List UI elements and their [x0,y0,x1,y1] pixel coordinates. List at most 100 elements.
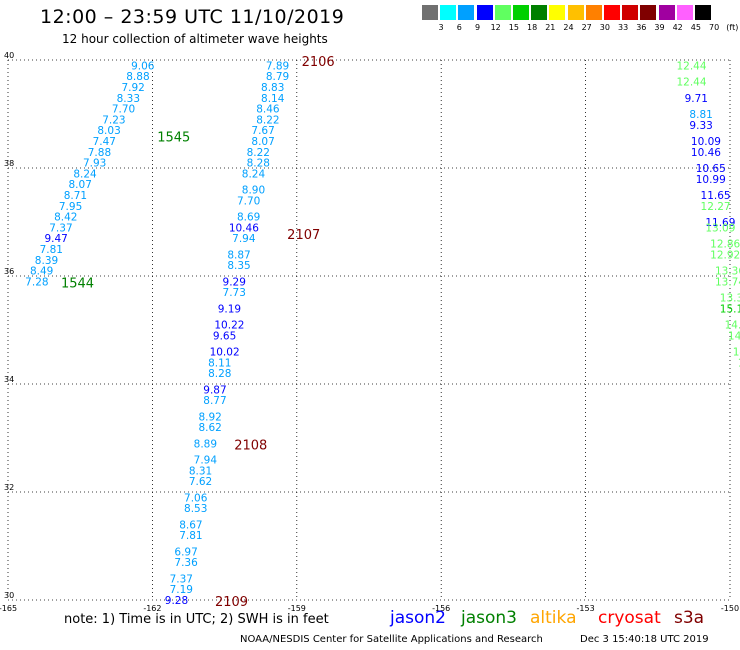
wave-height-value: 10.22 [214,320,244,332]
wave-height-value: 8.39 [35,255,58,267]
scale-label: (ft) [726,23,739,32]
wave-height-value: 7.70 [237,195,260,207]
scale-swatch [440,5,457,20]
lat-tick-label: 34 [4,375,14,384]
wave-height-value: 9.65 [213,330,236,342]
wave-height-value: 14 [738,357,740,369]
map-subtitle: 12 hour collection of altimeter wave hei… [62,32,328,46]
wave-height-value: 11.65 [701,190,731,202]
lat-tick-label: 38 [4,159,14,168]
scale-label: 39 [654,23,665,32]
wave-height-value: 9.29 [223,276,246,288]
scale-swatch [567,5,584,20]
scale-swatch [695,5,711,20]
wave-height-value: 8.89 [194,438,217,450]
wave-height-value: 7.37 [49,222,72,234]
wave-height-value: 8.22 [247,147,270,159]
wave-height-value: 6.97 [174,546,197,558]
wave-height-value: 13.33 [720,293,740,305]
wave-height-value: 8.49 [30,266,53,278]
wave-height-value: 8.77 [203,395,226,407]
wave-height-value: 7.36 [174,557,198,569]
wave-height-value: 8.22 [256,114,279,126]
scale-label: 70 [709,23,720,32]
wave-height-value: 9.47 [44,233,67,245]
wave-height-value: 7.70 [112,104,135,116]
wave-height-value: 7.94 [194,455,218,467]
wave-height-value: 8.79 [266,71,289,83]
scale-swatch [549,5,566,20]
wave-height-value: 8.42 [54,212,77,224]
wave-height-value: 8.31 [189,465,212,477]
wave-height-value: 7.92 [121,82,144,94]
wave-height-value: 8.33 [117,93,140,105]
lon-tick-label: -159 [288,604,306,613]
scale-label: 15 [508,23,519,32]
lon-tick-label: -153 [577,604,595,613]
legend-jason3: jason3 [461,608,517,628]
wave-height-value: 7.88 [88,147,111,159]
scale-swatch [585,5,602,20]
wave-height-value: 12.86 [710,239,740,251]
scale-swatch [640,5,657,20]
lat-tick-label: 30 [4,591,14,600]
scale-swatch [531,5,548,20]
map-axes: -165 -162 -159 -156 -153 -150 40 38 36 34 32 30 [0,51,739,613]
wave-height-value: 8.14 [261,93,285,105]
wave-height-value: 9.87 [203,384,226,396]
wave-height-value: 8.81 [689,109,712,121]
scale-swatch [676,5,693,20]
scale-label: 27 [581,23,592,32]
wave-height-value: 7.81 [40,244,63,256]
wave-height-value: 10.02 [210,347,240,359]
wave-height-value: 12.92 [710,249,740,261]
wave-height-value: 11.69 [705,217,735,229]
wave-height-value: 10.99 [696,174,726,186]
wave-height-value: 8.07 [251,136,274,148]
wave-height-value: 10.46 [691,147,721,159]
wave-height-value: 9.71 [685,93,708,105]
pass-time-labels: 210615452107154421082109151 [61,55,740,610]
lat-tick-label: 36 [4,267,14,276]
wave-height-value: 13.09 [705,222,735,234]
pass-time-label: 2107 [287,228,320,243]
legend-cryosat: cryosat [598,608,661,628]
scale-label: 6 [456,23,462,32]
wave-height-value: 8.62 [198,422,221,434]
wave-height-value: 7.06 [184,492,208,504]
scale-label: 21 [545,23,556,32]
wave-height-value: 7.93 [83,158,106,170]
wave-height-value: 8.07 [69,179,92,191]
scale-swatch [513,5,529,20]
wave-height-value: 9.19 [218,303,241,315]
map-grid [7,59,731,601]
wave-height-value: 7.62 [189,476,212,488]
wave-height-value: 8.92 [198,411,221,423]
scale-swatch [476,5,493,20]
satellite-tracks: 9.068.887.928.337.707.238.037.477.887.93… [25,60,740,607]
pass-time-label: 2109 [215,595,248,610]
wave-height-value: 12.44 [676,60,706,72]
wave-height-value: 9.28 [165,595,188,607]
scale-label: 12 [490,23,501,32]
lon-tick-label: -156 [432,604,450,613]
wave-height-value: 8.28 [247,158,270,170]
wave-height-value: 8.46 [256,104,280,116]
legend-s3a: s3a [674,608,705,628]
wave-height-value: 14.5 [728,330,740,342]
wave-height-value: 8.69 [237,212,260,224]
lat-tick-label: 32 [4,483,14,492]
wave-height-value: 8.11 [208,357,231,369]
wave-height-value: 8.83 [261,82,284,94]
wave-height-value: 13.36 [715,266,740,278]
wave-height-value: 9.33 [689,120,712,132]
wave-height-value: 14.37 [725,320,740,332]
lon-tick-label: -162 [143,604,161,613]
pass-time-label: 2108 [234,438,267,453]
wave-height-value: 8.03 [97,125,120,137]
scale-swatch [658,5,675,20]
wave-height-value: 8.24 [242,168,266,180]
wave-height-value: 7.19 [170,584,193,596]
wave-height-value: 12.44 [676,77,706,89]
wave-height-value: 7.89 [266,60,289,72]
